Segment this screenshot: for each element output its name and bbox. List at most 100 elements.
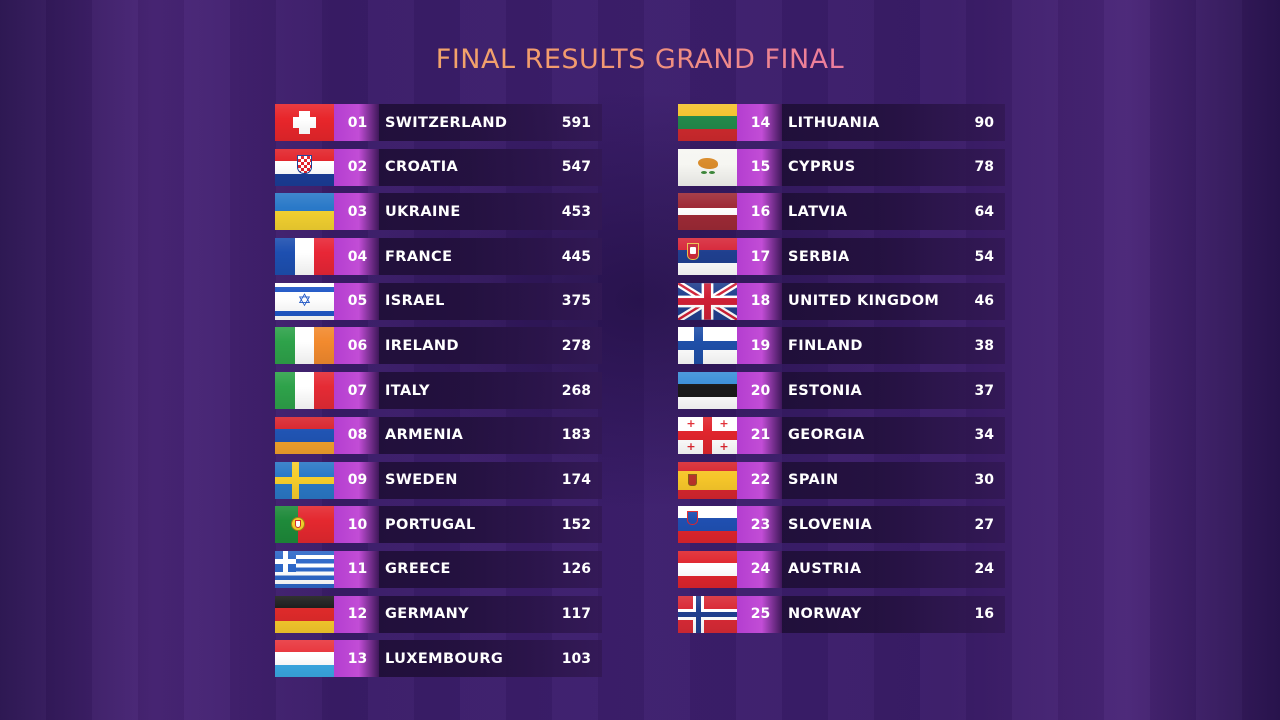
country-name: LUXEMBOURG <box>385 650 504 667</box>
result-row: 18 UNITED KINGDOM 46 <box>678 282 1005 320</box>
result-row: 07 ITALY 268 <box>275 372 602 410</box>
country-name: LATVIA <box>788 203 848 220</box>
points-value: 183 <box>561 427 591 444</box>
result-row: 17 SERBIA 54 <box>678 238 1005 276</box>
rank-label: 18 <box>737 282 782 320</box>
country-name: ARMENIA <box>385 427 464 444</box>
country-name: SERBIA <box>788 248 850 265</box>
country-name: SPAIN <box>788 472 839 488</box>
points-value: 16 <box>974 606 994 623</box>
rank-label: 16 <box>737 193 782 231</box>
rank-label: 22 <box>737 461 782 499</box>
result-row: 06 IRELAND 278 <box>275 327 602 365</box>
result-row: 14 LITHUANIA 90 <box>678 104 1005 141</box>
country-name: ITALY <box>385 382 430 399</box>
latvia-flag-icon <box>678 193 737 231</box>
result-row: + + + + 21 GEORGIA 34 <box>678 416 1005 454</box>
rank-label: 12 <box>334 595 379 633</box>
country-name: SLOVENIA <box>788 516 873 533</box>
germany-flag-icon <box>275 595 334 633</box>
points-value: 126 <box>561 561 591 578</box>
georgia-flag-icon: + + + + <box>678 416 737 454</box>
rank-label: 10 <box>334 506 379 544</box>
croatia-flag-icon <box>275 148 334 186</box>
result-row: ✡ 05 ISRAEL 375 <box>275 282 602 320</box>
country-name: UNITED KINGDOM <box>788 293 940 310</box>
rank-label: 03 <box>334 193 379 231</box>
country-name: IRELAND <box>385 337 459 354</box>
greece-flag-icon <box>275 550 334 588</box>
lithuania-flag-icon <box>678 104 737 141</box>
points-value: 117 <box>561 606 591 623</box>
country-name: CYPRUS <box>788 159 856 176</box>
points-value: 90 <box>974 114 994 131</box>
country-name: UKRAINE <box>385 203 461 220</box>
ukraine-flag-icon <box>275 193 334 231</box>
result-row: 15 CYPRUS 78 <box>678 148 1005 186</box>
country-name: ISRAEL <box>385 293 445 310</box>
result-row: 23 SLOVENIA 27 <box>678 506 1005 544</box>
rank-label: 04 <box>334 238 379 276</box>
points-value: 27 <box>974 516 994 533</box>
country-name: SWEDEN <box>385 472 458 488</box>
finland-flag-icon <box>678 327 737 365</box>
points-value: 375 <box>561 293 591 310</box>
italy-flag-icon <box>275 372 334 410</box>
points-value: 37 <box>974 382 994 399</box>
points-value: 278 <box>561 337 591 354</box>
result-row: 10 PORTUGAL 152 <box>275 506 602 544</box>
rank-label: 01 <box>334 104 379 141</box>
page-title: FINAL RESULTS GRAND FINAL <box>0 44 1280 75</box>
united-kingdom-flag-icon <box>678 282 737 320</box>
points-value: 38 <box>974 337 994 354</box>
country-name: GERMANY <box>385 606 470 623</box>
result-row: 03 UKRAINE 453 <box>275 193 602 231</box>
country-name: GREECE <box>385 561 451 578</box>
rank-label: 07 <box>334 372 379 410</box>
result-row: 20 ESTONIA 37 <box>678 372 1005 410</box>
points-value: 24 <box>974 561 994 578</box>
ireland-flag-icon <box>275 327 334 365</box>
country-name: ESTONIA <box>788 382 863 399</box>
result-row: 22 SPAIN 30 <box>678 461 1005 499</box>
result-row: 02 CROATIA 547 <box>275 148 602 186</box>
country-name: SWITZERLAND <box>385 114 508 131</box>
points-value: 34 <box>974 427 994 444</box>
country-name: CROATIA <box>385 159 459 176</box>
result-row: 04 FRANCE 445 <box>275 238 602 276</box>
norway-flag-icon <box>678 595 737 633</box>
rank-label: 05 <box>334 282 379 320</box>
result-row: 12 GERMANY 117 <box>275 595 602 633</box>
result-row: 19 FINLAND 38 <box>678 327 1005 365</box>
country-name: FRANCE <box>385 248 453 265</box>
result-row: 11 GREECE 126 <box>275 550 602 588</box>
rank-label: 08 <box>334 416 379 454</box>
slovenia-flag-icon <box>678 506 737 544</box>
rank-label: 23 <box>737 506 782 544</box>
country-name: NORWAY <box>788 606 862 623</box>
results-column-right: 14 LITHUANIA 90 15 CYPRUS 78 16 LATVIA 6… <box>678 104 1005 640</box>
points-value: 64 <box>974 203 994 220</box>
israel-flag-icon: ✡ <box>275 282 334 320</box>
rank-label: 13 <box>334 640 379 678</box>
points-value: 46 <box>974 293 994 310</box>
result-row: 01 SWITZERLAND 591 <box>275 104 602 141</box>
country-name: PORTUGAL <box>385 516 476 533</box>
rank-label: 02 <box>334 148 379 186</box>
rank-label: 17 <box>737 238 782 276</box>
rank-label: 06 <box>334 327 379 365</box>
result-row: 13 LUXEMBOURG 103 <box>275 640 602 678</box>
points-value: 591 <box>561 114 591 131</box>
country-name: LITHUANIA <box>788 114 880 131</box>
points-value: 268 <box>561 382 591 399</box>
rank-label: 11 <box>334 550 379 588</box>
serbia-flag-icon <box>678 238 737 276</box>
rank-label: 15 <box>737 148 782 186</box>
points-value: 453 <box>561 203 591 220</box>
result-row: 16 LATVIA 64 <box>678 193 1005 231</box>
results-column-left: 01 SWITZERLAND 591 02 CROATIA 547 03 UKR… <box>275 104 602 685</box>
result-row: 24 AUSTRIA 24 <box>678 550 1005 588</box>
points-value: 30 <box>974 472 994 488</box>
country-name: AUSTRIA <box>788 561 862 578</box>
cyprus-flag-icon <box>678 148 737 186</box>
